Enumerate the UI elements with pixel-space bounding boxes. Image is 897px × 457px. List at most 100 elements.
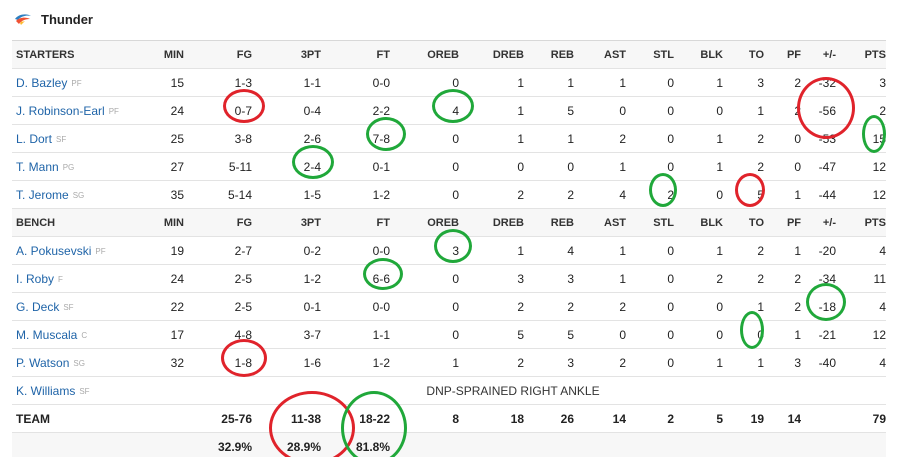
team-header: Thunder — [14, 8, 93, 30]
player-position: SF — [79, 386, 90, 396]
player-link[interactable]: M. Muscala — [16, 327, 78, 342]
stat-cell: -34 — [801, 264, 836, 293]
column-header[interactable]: FG — [184, 40, 252, 69]
column-header[interactable]: BLK — [674, 208, 723, 237]
column-header[interactable]: OREB — [390, 40, 459, 69]
percent-cell: 32.9% — [184, 432, 252, 457]
player-link[interactable]: I. Roby — [16, 271, 55, 286]
column-header[interactable]: AST — [574, 40, 626, 69]
percent-cell — [626, 432, 674, 457]
stat-cell: 2-2 — [321, 96, 390, 125]
stat-cell: 4 — [836, 292, 886, 321]
player-row: M. Muscala C 17 4-8 3-7 1-1 0 5 5 0 0 0 0 1 -21 12 — [12, 320, 886, 349]
stat-cell: 1 — [459, 96, 524, 125]
column-header[interactable]: PF — [764, 40, 801, 69]
column-header[interactable]: PF — [764, 208, 801, 237]
percent-cell: 28.9% — [252, 432, 321, 457]
stat-cell: 35 — [140, 180, 184, 209]
player-row: A. Pokusevski PF 19 2-7 0-2 0-0 3 1 4 1 0 1 2 1 -20 4 — [12, 236, 886, 265]
stat-cell: 0-2 — [252, 236, 321, 265]
team-name: Thunder — [41, 11, 93, 27]
stat-cell: 15 — [836, 124, 886, 153]
total-cell — [140, 404, 184, 433]
stat-cell: 0 — [390, 264, 459, 293]
column-header[interactable]: AST — [574, 208, 626, 237]
stat-cell: 4 — [836, 348, 886, 377]
player-link[interactable]: L. Dort — [16, 131, 53, 146]
stat-cell: 2 — [723, 152, 764, 181]
stat-cell: 0-0 — [321, 292, 390, 321]
stat-cell: 2 — [764, 264, 801, 293]
column-header[interactable]: STL — [626, 208, 674, 237]
column-header[interactable]: TO — [723, 208, 764, 237]
percent-cell: 81.8% — [321, 432, 390, 457]
column-header[interactable]: TO — [723, 40, 764, 69]
stat-cell: 0 — [626, 96, 674, 125]
column-header[interactable]: PTS — [836, 40, 886, 69]
column-header[interactable]: PTS — [836, 208, 886, 237]
player-position: SF — [56, 134, 67, 144]
player-link[interactable]: G. Deck — [16, 299, 60, 314]
stat-cell: -40 — [801, 348, 836, 377]
player-link[interactable]: K. Williams — [16, 383, 76, 398]
column-header[interactable]: 3PT — [252, 208, 321, 237]
column-header[interactable]: FT — [321, 40, 390, 69]
stat-cell: 0 — [674, 320, 723, 349]
column-header[interactable]: DREB — [459, 208, 524, 237]
player-row: J. Robinson-Earl PF 24 0-7 0-4 2-2 4 1 5 0 0 0 1 2 -56… — [12, 96, 886, 125]
total-cell: 11-38 — [252, 404, 321, 433]
column-header[interactable]: FT — [321, 208, 390, 237]
player-link[interactable]: J. Robinson-Earl — [16, 103, 105, 118]
stat-cell: 1 — [574, 236, 626, 265]
stat-cell: 0 — [764, 124, 801, 153]
stat-cell: 1 — [574, 152, 626, 181]
stat-cell: 1 — [764, 236, 801, 265]
column-header[interactable]: REB — [524, 208, 574, 237]
team-label: TEAM — [12, 404, 140, 433]
percent-cell — [801, 432, 836, 457]
player-position: C — [81, 330, 88, 340]
percent-cell — [723, 432, 764, 457]
stat-cell: -18 — [801, 292, 836, 321]
starters-header-row: STARTERS MIN FG 3PT FT OREB DREB REB AST STL BLK TO… — [12, 40, 886, 69]
stat-cell: 0 — [524, 152, 574, 181]
player-link[interactable]: D. Bazley — [16, 75, 68, 90]
stat-cell: 2 — [723, 236, 764, 265]
stat-cell: 1 — [459, 124, 524, 153]
column-header[interactable]: DREB — [459, 40, 524, 69]
stat-cell: 3 — [524, 348, 574, 377]
stat-cell: 1-2 — [321, 348, 390, 377]
stat-cell: 1 — [524, 124, 574, 153]
column-header[interactable]: FG — [184, 208, 252, 237]
stat-cell: 2 — [626, 180, 674, 209]
column-header[interactable]: STL — [626, 40, 674, 69]
column-header[interactable]: MIN — [140, 40, 184, 69]
stat-cell: 2 — [764, 96, 801, 125]
stat-cell: -21 — [801, 320, 836, 349]
total-cell: 25-76 — [184, 404, 252, 433]
player-link[interactable]: T. Jerome — [16, 187, 69, 202]
column-header[interactable]: 3PT — [252, 40, 321, 69]
stat-cell: 5-14 — [184, 180, 252, 209]
stat-cell: 2 — [574, 348, 626, 377]
column-header[interactable]: BLK — [674, 40, 723, 69]
column-header[interactable]: OREB — [390, 208, 459, 237]
player-link[interactable]: P. Watson — [16, 355, 70, 370]
stat-cell: 25 — [140, 124, 184, 153]
player-link[interactable]: T. Mann — [16, 159, 59, 174]
column-header[interactable]: MIN — [140, 208, 184, 237]
stat-cell: 2 — [723, 124, 764, 153]
stat-cell: -20 — [801, 236, 836, 265]
column-header[interactable]: REB — [524, 40, 574, 69]
stat-cell: 3 — [764, 348, 801, 377]
column-header[interactable]: +/- — [801, 208, 836, 237]
stat-cell: 3-8 — [184, 124, 252, 153]
player-link[interactable]: A. Pokusevski — [16, 243, 92, 258]
column-header[interactable]: +/- — [801, 40, 836, 69]
stat-cell: 1-5 — [252, 180, 321, 209]
total-cell: 8 — [390, 404, 459, 433]
stat-cell: 12 — [836, 180, 886, 209]
stat-cell: 1 — [674, 348, 723, 377]
stat-cell: 0-0 — [321, 68, 390, 97]
player-position: PG — [62, 162, 75, 172]
